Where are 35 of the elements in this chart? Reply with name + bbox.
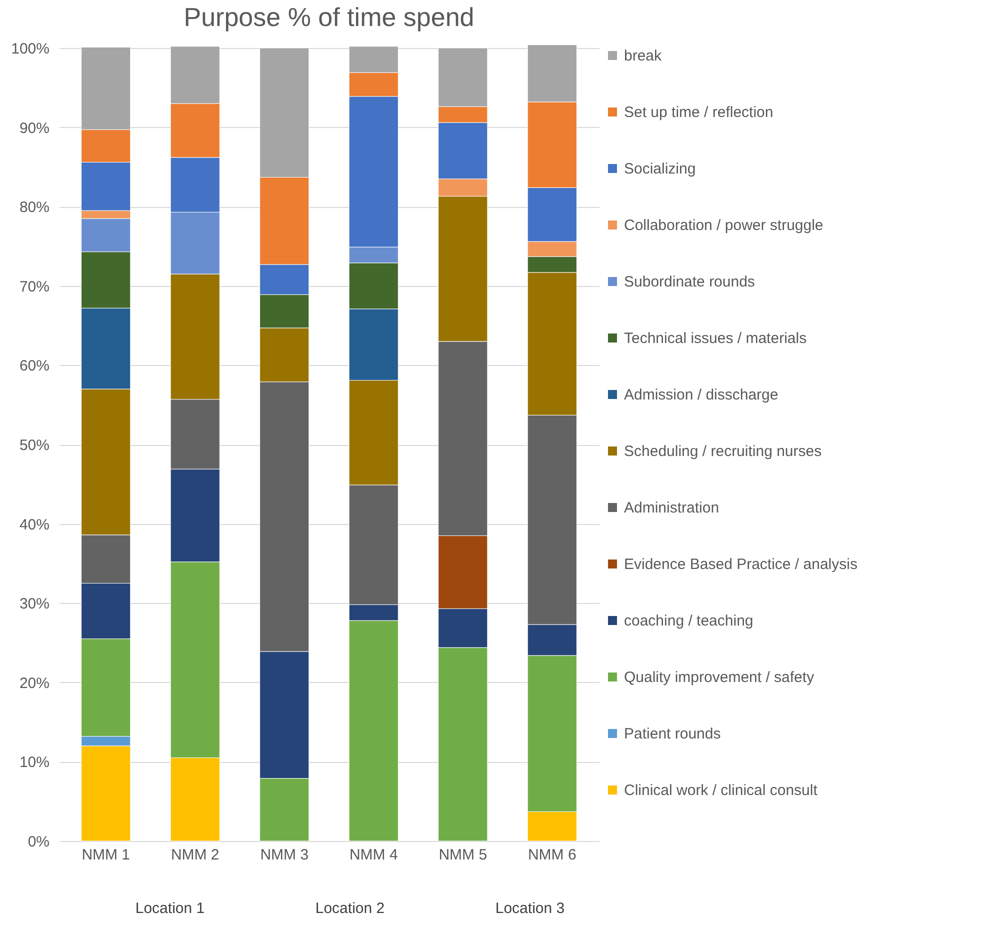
legend-label: Subordinate rounds [624, 274, 755, 290]
x-tick-label: NMM 6 [528, 846, 576, 864]
legend-label: Admission / disscharge [624, 386, 778, 404]
text: Location 3 [494, 900, 566, 917]
legend-label: Patient rounds [624, 726, 721, 742]
legend-label: Evidence Based Practice / analysis [624, 556, 858, 573]
x-tick-label: NMM 1 [82, 846, 130, 864]
legend-label: Socializing [624, 160, 696, 178]
y-tick-label: 0% [28, 834, 50, 850]
legend-label: Collaboration / power struggle [624, 217, 824, 234]
y-tick-label: 90% [19, 120, 50, 137]
legend-label: Set up time / reflection [624, 104, 774, 121]
text: Location 2 [314, 900, 386, 917]
y-tick-label: 100% [11, 40, 50, 58]
y-tick-label: 80% [19, 199, 50, 216]
legend-label: coaching / teaching [624, 612, 754, 630]
chart-title: Purpose % of time spend [184, 2, 474, 32]
legend-label: Scheduling / recruiting nurses [624, 443, 822, 460]
legend-label: Quality improvement / safety [624, 669, 815, 686]
text: Location 1 [134, 900, 206, 917]
y-tick-label: 60% [19, 358, 50, 375]
y-tick-label: 50% [19, 437, 50, 454]
x-tick-label: NMM 5 [438, 846, 488, 864]
y-tick-label: 20% [19, 674, 50, 692]
x-tick-label: NMM 2 [170, 846, 220, 864]
x-tick-label: NMM 3 [260, 846, 309, 864]
y-tick-label: 30% [19, 596, 50, 613]
y-tick-label: 10% [19, 754, 50, 772]
y-tick-label: 40% [19, 516, 50, 534]
legend-label: Administration [624, 500, 720, 516]
x-tick-label: NMM 4 [349, 846, 398, 864]
legend-label: Clinical work / clinical consult [624, 782, 818, 799]
legend-label: break [624, 48, 662, 64]
legend-label: Technical issues / materials [624, 330, 807, 347]
y-tick-label: 70% [19, 278, 50, 296]
